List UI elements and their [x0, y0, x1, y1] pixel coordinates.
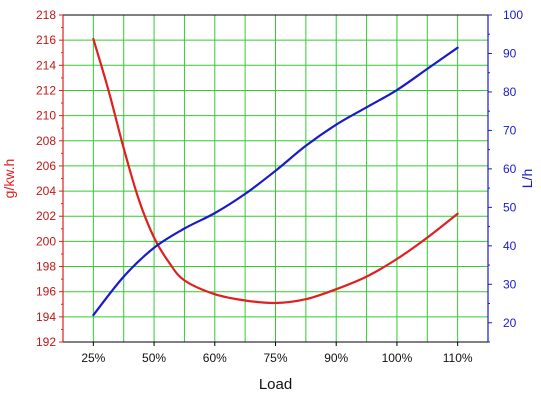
x-axis-tick-label: 75%: [263, 351, 287, 365]
left-axis-tick-label: 200: [36, 234, 56, 248]
left-axis-tick-label: 192: [36, 335, 56, 349]
left-axis-tick-label: 202: [36, 209, 56, 223]
x-axis-tick-label: 50%: [142, 351, 166, 365]
grid-layer: [62, 14, 489, 343]
right-axis-tick-label: 20: [503, 316, 517, 330]
x-axis-tick-label: 25%: [81, 351, 105, 365]
right-axis-title: L/h: [519, 169, 535, 188]
left-axis-tick-label: 204: [36, 184, 56, 198]
right-axis-tick-label: 60: [503, 162, 517, 176]
left-axis-tick-label: 198: [36, 260, 56, 274]
left-axis-title: g/kw.h: [1, 159, 17, 199]
left-axis-tick-label: 194: [36, 310, 56, 324]
right-axis-tick-label: 100: [503, 8, 523, 22]
axes-layer: [59, 14, 492, 346]
left-axis-tick-label: 208: [36, 134, 56, 148]
left-axis-tick-label: 196: [36, 285, 56, 299]
x-axis-tick-label: 90%: [324, 351, 348, 365]
left-axis-tick-label: 218: [36, 8, 56, 22]
x-axis-title: Load: [259, 376, 292, 393]
right-axis-tick-label: 40: [503, 239, 517, 253]
left-axis-tick-label: 212: [36, 83, 56, 97]
series-layer: [92, 37, 459, 317]
right-axis-tick-label: 30: [503, 277, 517, 291]
left-axis-tick-label: 206: [36, 159, 56, 173]
x-axis-tick-label: 60%: [203, 351, 227, 365]
right-axis-tick-label: 50: [503, 200, 517, 214]
x-axis-tick-label: 100%: [382, 351, 413, 365]
x-axis-tick-label: 110%: [443, 351, 473, 365]
labels-layer: 192 194 196 198 200 202 204 206 208 210 212 214 216 2…: [1, 8, 535, 393]
left-axis-tick-label: 214: [36, 58, 56, 72]
series-line-fuel-consumption: [92, 37, 459, 305]
right-axis-tick-label: 70: [503, 123, 517, 137]
right-axis-tick-label: 90: [503, 46, 517, 60]
left-axis-tick-label: 210: [36, 109, 56, 123]
left-axis-tick-label: 216: [36, 33, 56, 47]
series-line-fuel-rate: [92, 46, 459, 317]
right-axis-tick-label: 80: [503, 85, 517, 99]
